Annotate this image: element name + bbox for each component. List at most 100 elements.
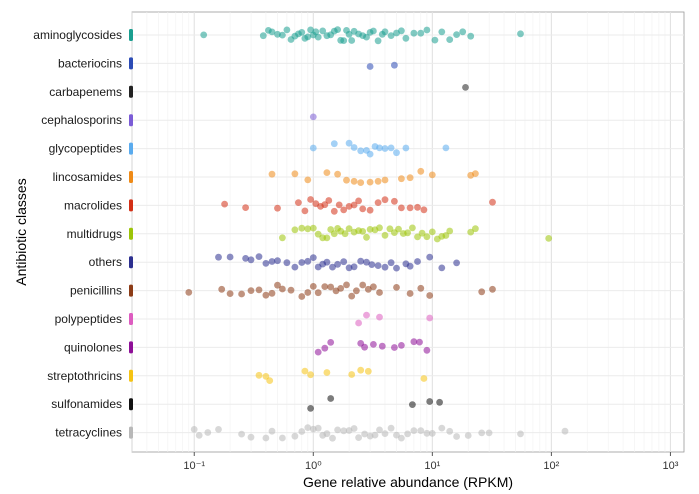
data-point xyxy=(464,432,472,439)
y-tick-label: multidrugs xyxy=(67,227,122,241)
data-point xyxy=(417,167,425,175)
data-point xyxy=(545,235,553,242)
data-point xyxy=(378,342,386,350)
x-tick-label: 10² xyxy=(543,460,559,472)
data-point xyxy=(350,263,358,271)
data-point xyxy=(402,144,410,152)
data-point xyxy=(334,260,341,268)
data-point xyxy=(366,226,374,233)
data-point xyxy=(420,206,428,214)
data-point xyxy=(321,344,329,352)
category-color-marker xyxy=(129,426,133,439)
data-point xyxy=(334,426,341,434)
data-point xyxy=(370,283,377,291)
data-point xyxy=(517,30,524,38)
data-point xyxy=(374,262,382,269)
data-point xyxy=(242,255,250,262)
data-point xyxy=(409,401,416,408)
data-points xyxy=(185,26,569,442)
data-point xyxy=(238,430,246,438)
data-point xyxy=(414,233,421,241)
data-point xyxy=(393,264,400,272)
x-tick-label: 10⁰ xyxy=(305,460,322,472)
data-point xyxy=(381,28,389,36)
data-point xyxy=(334,170,341,178)
data-point xyxy=(406,174,414,182)
data-point xyxy=(406,290,414,297)
data-point xyxy=(298,428,306,435)
data-point xyxy=(438,28,446,36)
category-color-marker xyxy=(129,199,133,212)
data-point xyxy=(428,430,436,437)
data-point xyxy=(262,434,270,442)
data-point xyxy=(314,289,322,297)
data-point xyxy=(446,36,454,43)
data-point xyxy=(279,31,286,39)
data-point xyxy=(350,201,358,209)
data-point xyxy=(340,427,348,435)
data-point xyxy=(266,377,274,384)
data-point xyxy=(446,427,454,435)
data-point xyxy=(298,293,306,300)
data-point xyxy=(314,424,322,432)
data-point xyxy=(395,225,402,233)
y-tick-label: bacteriocins xyxy=(58,56,122,70)
data-point xyxy=(361,430,368,438)
data-point xyxy=(374,37,382,45)
data-point xyxy=(350,177,358,185)
data-point xyxy=(359,205,367,213)
data-point xyxy=(357,147,365,155)
data-point xyxy=(446,227,454,235)
data-point xyxy=(301,207,309,215)
data-point xyxy=(307,405,314,412)
data-point xyxy=(298,29,306,36)
data-point xyxy=(359,281,367,289)
data-point xyxy=(417,284,425,292)
data-point xyxy=(327,395,335,402)
data-point xyxy=(323,169,331,177)
data-point xyxy=(453,31,460,38)
data-point xyxy=(376,224,383,232)
data-point xyxy=(341,230,349,238)
data-point xyxy=(309,144,317,152)
data-point xyxy=(420,375,428,382)
data-point xyxy=(370,341,377,348)
data-point xyxy=(330,230,338,238)
data-point xyxy=(391,61,398,69)
data-point xyxy=(398,175,405,183)
y-axis-tick-labels: aminoglycosides bacteriocins carbapenems ce… xyxy=(33,28,133,440)
data-point xyxy=(283,26,291,34)
y-tick-label: others xyxy=(89,255,122,269)
category-color-marker xyxy=(129,114,133,127)
data-point xyxy=(335,201,343,209)
data-point xyxy=(393,431,400,439)
data-point xyxy=(402,34,410,42)
data-point xyxy=(268,170,276,178)
y-tick-label: polypeptides xyxy=(55,312,122,326)
data-point xyxy=(204,429,212,436)
data-point xyxy=(314,348,322,356)
data-point xyxy=(364,285,372,293)
data-point xyxy=(410,427,418,434)
data-point xyxy=(387,32,395,39)
data-point xyxy=(323,369,331,376)
data-point xyxy=(255,253,263,260)
data-point xyxy=(467,32,475,40)
data-point xyxy=(262,260,270,267)
data-point xyxy=(262,291,270,299)
data-point xyxy=(363,258,370,266)
data-point xyxy=(255,371,263,379)
data-point xyxy=(370,27,377,35)
y-tick-label: penicillins xyxy=(70,284,122,298)
data-point xyxy=(387,259,395,267)
data-point xyxy=(426,398,434,405)
data-point xyxy=(398,27,405,35)
data-point xyxy=(291,226,299,234)
data-point xyxy=(274,204,281,212)
data-point xyxy=(247,287,255,294)
data-point xyxy=(200,31,208,39)
data-point xyxy=(255,286,263,294)
data-point xyxy=(561,427,569,435)
data-point xyxy=(348,292,356,300)
data-point xyxy=(343,176,350,184)
